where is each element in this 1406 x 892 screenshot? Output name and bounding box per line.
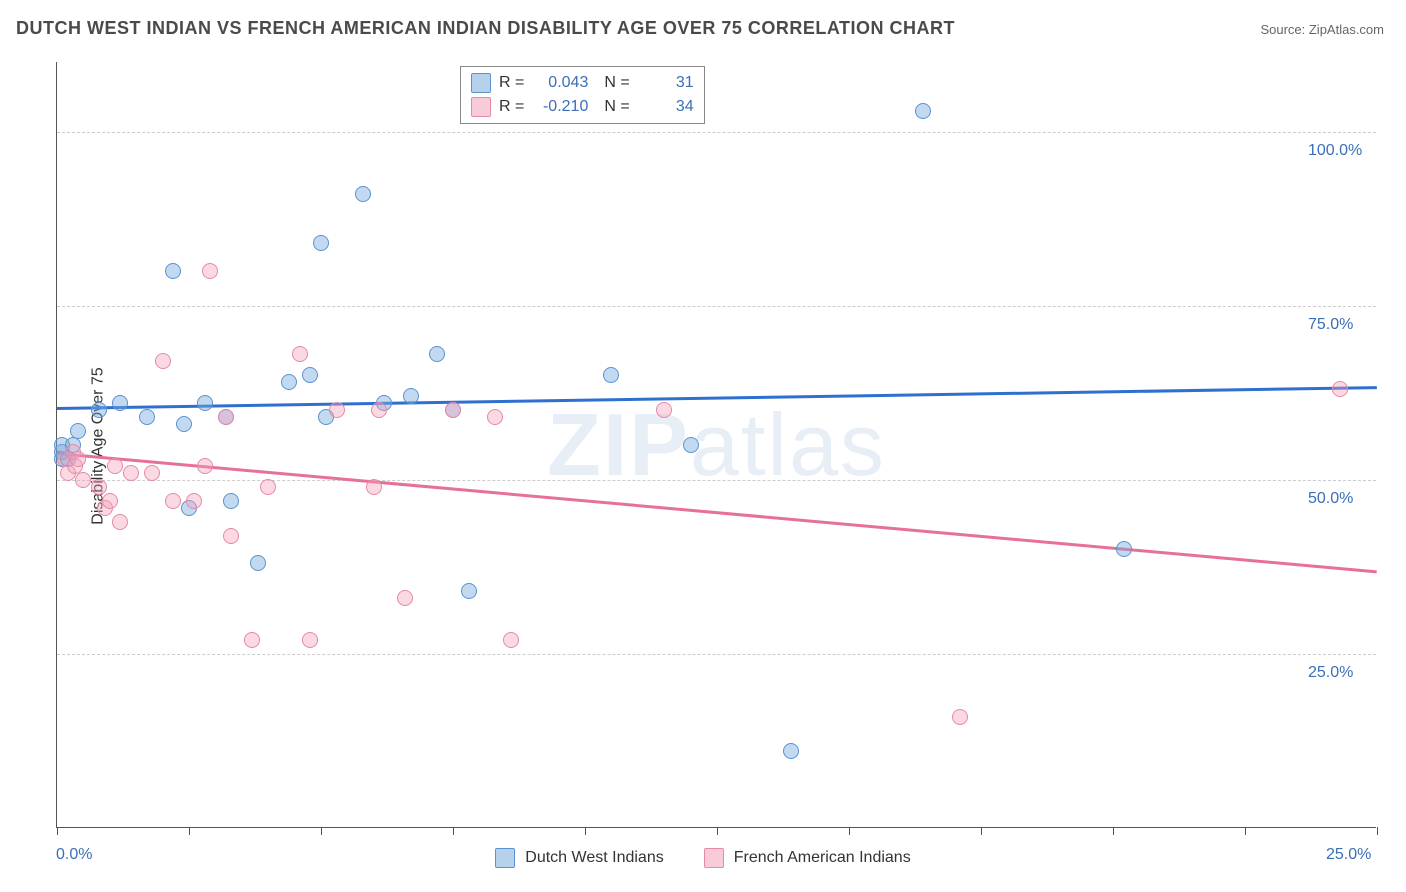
data-point xyxy=(302,367,318,383)
data-point xyxy=(144,465,160,481)
source-prefix: Source: xyxy=(1260,22,1308,37)
legend-item: Dutch West Indians xyxy=(495,848,663,868)
y-tick-label: 100.0% xyxy=(1308,142,1362,160)
data-point xyxy=(223,493,239,509)
plot-area: ZIPatlas xyxy=(56,62,1376,828)
data-point xyxy=(197,458,213,474)
data-point xyxy=(197,395,213,411)
data-point xyxy=(70,451,86,467)
y-tick-label: 50.0% xyxy=(1308,490,1353,508)
stat-r-label: R = xyxy=(499,74,524,92)
trendline-blue xyxy=(57,386,1377,409)
data-point xyxy=(683,437,699,453)
data-point xyxy=(250,555,266,571)
data-point xyxy=(107,458,123,474)
legend-label: French American Indians xyxy=(734,849,911,867)
data-point xyxy=(102,493,118,509)
data-point xyxy=(186,493,202,509)
data-point xyxy=(1116,541,1132,557)
data-point xyxy=(313,235,329,251)
stat-n-label: N = xyxy=(604,74,629,92)
gridline xyxy=(57,306,1376,307)
x-tick xyxy=(981,827,982,835)
data-point xyxy=(783,743,799,759)
x-tick-label: 25.0% xyxy=(1326,846,1371,864)
stat-n-label: N = xyxy=(604,98,629,116)
source-attribution: Source: ZipAtlas.com xyxy=(1260,22,1384,37)
data-point xyxy=(70,423,86,439)
data-point xyxy=(112,514,128,530)
data-point xyxy=(656,402,672,418)
data-point xyxy=(244,632,260,648)
x-tick xyxy=(57,827,58,835)
x-tick xyxy=(1377,827,1378,835)
data-point xyxy=(403,388,419,404)
gridline xyxy=(57,132,1376,133)
gridline xyxy=(57,480,1376,481)
data-point xyxy=(915,103,931,119)
swatch-icon xyxy=(471,97,491,117)
data-point xyxy=(487,409,503,425)
legend-label: Dutch West Indians xyxy=(525,849,663,867)
data-point xyxy=(603,367,619,383)
stat-n-value: 31 xyxy=(638,74,694,92)
data-point xyxy=(165,493,181,509)
chart-title: DUTCH WEST INDIAN VS FRENCH AMERICAN IND… xyxy=(16,18,955,39)
source-name: ZipAtlas.com xyxy=(1309,22,1384,37)
x-tick-label: 0.0% xyxy=(56,846,92,864)
data-point xyxy=(281,374,297,390)
data-point xyxy=(429,346,445,362)
x-tick xyxy=(1113,827,1114,835)
stat-r-label: R = xyxy=(499,98,524,116)
data-point xyxy=(371,402,387,418)
data-point xyxy=(139,409,155,425)
x-tick xyxy=(453,827,454,835)
data-point xyxy=(445,402,461,418)
data-point xyxy=(260,479,276,495)
data-point xyxy=(91,479,107,495)
stats-legend: R = 0.043 N = 31 R = -0.210 N = 34 xyxy=(460,66,705,124)
bottom-legend: Dutch West Indians French American India… xyxy=(0,848,1406,868)
data-point xyxy=(366,479,382,495)
data-point xyxy=(302,632,318,648)
swatch-icon xyxy=(704,848,724,868)
data-point xyxy=(123,465,139,481)
x-tick xyxy=(585,827,586,835)
x-tick xyxy=(717,827,718,835)
stats-row: R = 0.043 N = 31 xyxy=(471,71,694,95)
stat-r-value: 0.043 xyxy=(532,74,588,92)
x-tick xyxy=(321,827,322,835)
data-point xyxy=(461,583,477,599)
x-tick xyxy=(189,827,190,835)
data-point xyxy=(218,409,234,425)
data-point xyxy=(503,632,519,648)
data-point xyxy=(292,346,308,362)
data-point xyxy=(1332,381,1348,397)
data-point xyxy=(75,472,91,488)
watermark-rest: atlas xyxy=(690,395,886,494)
gridline xyxy=(57,654,1376,655)
data-point xyxy=(329,402,345,418)
data-point xyxy=(223,528,239,544)
x-tick xyxy=(1245,827,1246,835)
y-tick-label: 75.0% xyxy=(1308,316,1353,334)
data-point xyxy=(165,263,181,279)
correlation-chart: DUTCH WEST INDIAN VS FRENCH AMERICAN IND… xyxy=(0,0,1406,892)
data-point xyxy=(952,709,968,725)
swatch-icon xyxy=(471,73,491,93)
stat-n-value: 34 xyxy=(638,98,694,116)
x-tick xyxy=(849,827,850,835)
legend-item: French American Indians xyxy=(704,848,911,868)
data-point xyxy=(112,395,128,411)
stat-r-value: -0.210 xyxy=(532,98,588,116)
data-point xyxy=(176,416,192,432)
data-point xyxy=(91,402,107,418)
data-point xyxy=(202,263,218,279)
swatch-icon xyxy=(495,848,515,868)
data-point xyxy=(397,590,413,606)
stats-row: R = -0.210 N = 34 xyxy=(471,95,694,119)
y-tick-label: 25.0% xyxy=(1308,664,1353,682)
data-point xyxy=(155,353,171,369)
data-point xyxy=(355,186,371,202)
